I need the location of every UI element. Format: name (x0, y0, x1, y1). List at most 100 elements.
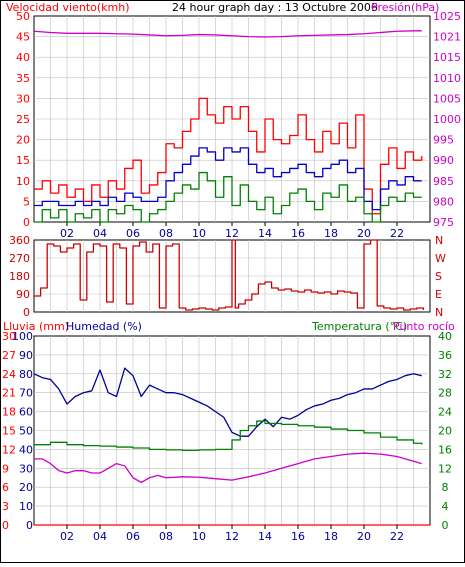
series-minimum (34, 171, 422, 223)
direction-ytick-label: 270 (9, 252, 30, 265)
humidity-xtick-label: 04 (93, 530, 107, 543)
compass-tick-label: N (435, 234, 443, 247)
series-temperature (34, 420, 423, 451)
compass-tick-label: S (435, 270, 442, 283)
humidity-axis-title: Humedad (%) (66, 320, 142, 333)
humidity-ytick-label: 50 (19, 425, 33, 438)
rain-ytick-label: 3 (2, 500, 9, 513)
wind-xtick-label: 14 (258, 227, 272, 240)
wind-xtick-label: 16 (291, 227, 305, 240)
humidity-ytick-label: 20 (19, 481, 33, 494)
wind-xtick-label: 20 (357, 227, 371, 240)
pressure-ytick-label: 1025 (433, 10, 461, 23)
temperature-ytick-label: 4 (442, 500, 449, 513)
pressure-ytick-label: 1015 (433, 51, 461, 64)
compass-tick-label: N (435, 306, 443, 319)
rain-ytick-label: 0 (2, 519, 9, 532)
wind-ytick-label: 5 (23, 195, 30, 208)
temperature-ytick-label: 40 (438, 330, 452, 343)
series-humidity (33, 367, 422, 437)
humidity-xtick-label: 08 (159, 530, 173, 543)
temperature-ytick-label: 36 (438, 349, 452, 362)
rain-ytick-label: 6 (2, 481, 9, 494)
wind-ytick-label: 25 (16, 113, 30, 126)
rain-ytick-label: 18 (2, 406, 16, 419)
pressure-axis-title: Presión(hPa) (371, 1, 439, 14)
humidity-xtick-label: 18 (324, 530, 338, 543)
humidity-ytick-label: 100 (12, 330, 33, 343)
wind-xtick-label: 12 (225, 227, 239, 240)
rain-ytick-label: 9 (2, 462, 9, 475)
temperature-axis-title: Temperatura (°C) (311, 320, 407, 333)
wind-ytick-label: 30 (16, 92, 30, 105)
temperature-ytick-label: 12 (438, 462, 452, 475)
temperature-ytick-label: 16 (438, 443, 452, 456)
compass-tick-label: W (435, 252, 446, 265)
humidity-ytick-label: 40 (19, 443, 33, 456)
direction-ytick-label: 0 (23, 306, 30, 319)
wind-ytick-label: 10 (16, 175, 30, 188)
rain-ytick-label: 12 (2, 443, 16, 456)
compass-tick-label: E (435, 288, 442, 301)
direction-ytick-label: 360 (9, 234, 30, 247)
direction-ytick-label: 180 (9, 270, 30, 283)
pressure-ytick-label: 985 (433, 175, 454, 188)
rain-axis-title: Lluvia (mm) (3, 320, 69, 333)
wind-ytick-label: 20 (16, 134, 30, 147)
direction-ytick-label: 90 (16, 288, 30, 301)
pressure-ytick-label: 980 (433, 195, 454, 208)
temperature-ytick-label: 8 (442, 481, 449, 494)
wind-xtick-label: 22 (390, 227, 404, 240)
rain-ytick-label: 24 (2, 368, 16, 381)
wind-ytick-label: 0 (23, 216, 30, 229)
humidity-ytick-label: 60 (19, 406, 33, 419)
pressure-ytick-label: 1000 (433, 113, 461, 126)
pressure-ytick-label: 990 (433, 154, 454, 167)
wind-ytick-label: 35 (16, 72, 30, 85)
chart-title: 24 hour graph day : 13 Octubre 2006 (172, 1, 378, 14)
pressure-ytick-label: 1021 (433, 31, 461, 44)
wind-speed-axis-title: Velocidad viento(kmh) (6, 1, 130, 14)
wind-ytick-label: 50 (16, 10, 30, 23)
series-average (34, 147, 422, 211)
humidity-ytick-label: 10 (19, 500, 33, 513)
wind-xtick-label: 08 (159, 227, 173, 240)
series-pressure (33, 30, 422, 38)
wind-ytick-label: 45 (16, 31, 30, 44)
temperature-ytick-label: 20 (438, 425, 452, 438)
pressure-ytick-label: 975 (433, 216, 454, 229)
rain-ytick-label: 21 (2, 387, 16, 400)
wind-ytick-label: 40 (16, 51, 30, 64)
temperature-ytick-label: 32 (438, 368, 452, 381)
rain-ytick-label: 30 (2, 330, 16, 343)
wind-xtick-label: 06 (126, 227, 140, 240)
humidity-ytick-label: 80 (19, 368, 33, 381)
pressure-ytick-label: 1005 (433, 92, 461, 105)
temperature-ytick-label: 28 (438, 387, 452, 400)
temperature-ytick-label: 0 (442, 519, 449, 532)
humidity-xtick-label: 12 (225, 530, 239, 543)
wind-xtick-label: 04 (93, 227, 107, 240)
series-dewpoint (34, 452, 422, 484)
rain-ytick-label: 27 (2, 349, 16, 362)
humidity-ytick-label: 90 (19, 349, 33, 362)
series-direction (34, 239, 425, 311)
humidity-xtick-label: 10 (192, 530, 206, 543)
series-gust (34, 97, 423, 215)
dewpoint-axis-title: Punto rocío (393, 320, 455, 333)
humidity-ytick-label: 70 (19, 387, 33, 400)
humidity-ytick-label: 0 (26, 519, 33, 532)
temperature-ytick-label: 24 (438, 406, 452, 419)
humidity-xtick-label: 20 (357, 530, 371, 543)
humidity-xtick-label: 16 (291, 530, 305, 543)
humidity-ytick-label: 30 (19, 462, 33, 475)
humidity-xtick-label: 06 (126, 530, 140, 543)
humidity-xtick-label: 14 (258, 530, 272, 543)
rain-ytick-label: 15 (2, 425, 16, 438)
humidity-xtick-label: 22 (390, 530, 404, 543)
wind-xtick-label: 18 (324, 227, 338, 240)
chart-layer: 0510152025303540455097598098599099510001… (2, 10, 461, 543)
wind-xtick-label: 10 (192, 227, 206, 240)
humidity-xtick-label: 02 (60, 530, 74, 543)
